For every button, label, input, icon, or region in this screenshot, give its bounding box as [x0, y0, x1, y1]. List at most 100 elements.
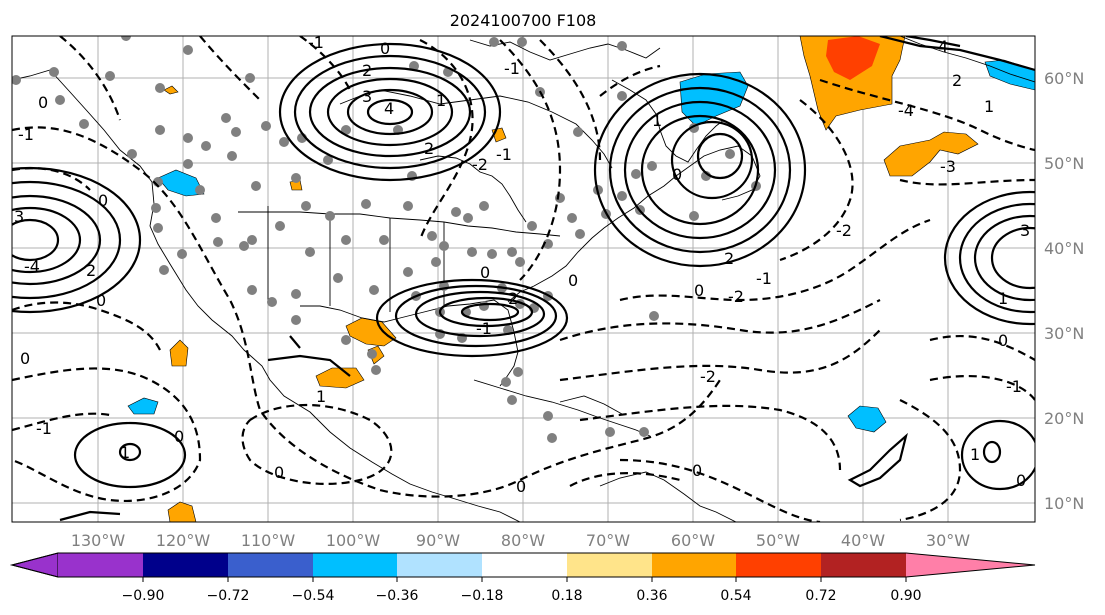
svg-text:3: 3 — [362, 87, 372, 106]
colorbar-bin — [397, 553, 482, 577]
shaded-anomalies — [127, 36, 1035, 522]
svg-text:1: 1 — [436, 91, 446, 110]
svg-text:-2: -2 — [700, 367, 716, 386]
svg-text:2: 2 — [86, 261, 96, 280]
svg-text:1: 1 — [316, 387, 326, 406]
colorbar-bin — [313, 553, 397, 577]
svg-text:2: 2 — [362, 61, 372, 80]
svg-text:0: 0 — [998, 331, 1008, 350]
svg-text:1: 1 — [970, 445, 980, 464]
svg-text:0: 0 — [380, 39, 390, 58]
svg-text:-2: -2 — [836, 221, 852, 240]
svg-text:1: 1 — [120, 443, 130, 462]
colorbar-tick: 0.36 — [636, 588, 667, 604]
colorbar-tick: 0.90 — [890, 588, 921, 604]
contour-labels: 0 -1 2 3 4 2 1 -1 -1 -2 0 2 0 -2 -1 -2 0… — [14, 33, 1030, 496]
svg-text:3: 3 — [14, 207, 24, 226]
colorbar-bin — [143, 553, 228, 577]
svg-text:0: 0 — [274, 463, 284, 482]
lon-label: 110°W — [241, 531, 296, 550]
lat-label: 10°N — [1044, 494, 1084, 513]
lon-label: 60°W — [671, 531, 715, 550]
map-content: 0 -1 2 3 4 2 1 -1 -1 -2 0 2 0 -2 -1 -2 0… — [12, 33, 1035, 522]
svg-text:2: 2 — [424, 139, 434, 158]
lon-label: 130°W — [71, 531, 126, 550]
colorbar-bin — [228, 553, 313, 577]
svg-text:0: 0 — [38, 93, 48, 112]
map-title: 2024100700 F108 — [450, 11, 597, 30]
colorbar-tick: −0.72 — [207, 588, 250, 604]
colorbar-bin — [652, 553, 736, 577]
svg-text:3: 3 — [1020, 221, 1030, 240]
lon-label: 30°W — [926, 531, 970, 550]
colorbar-tick: 0.18 — [551, 588, 582, 604]
svg-text:-1: -1 — [504, 59, 520, 78]
colorbar-tick: −0.36 — [376, 588, 419, 604]
solid-contours — [12, 36, 1035, 522]
coastlines — [12, 36, 1035, 522]
lon-label: 50°W — [756, 531, 800, 550]
svg-text:-1: -1 — [496, 145, 512, 164]
svg-text:0: 0 — [174, 427, 184, 446]
svg-text:0: 0 — [1016, 471, 1026, 490]
svg-text:0: 0 — [672, 165, 682, 184]
colorbar-bin — [58, 553, 143, 577]
svg-text:1: 1 — [984, 97, 994, 116]
svg-text:0: 0 — [98, 191, 108, 210]
svg-text:-1: -1 — [1006, 377, 1022, 396]
svg-text:-1: -1 — [18, 125, 34, 144]
longitude-labels: 130°W 120°W 110°W 100°W 90°W 80°W 70°W 6… — [71, 531, 970, 550]
svg-text:2: 2 — [952, 71, 962, 90]
lat-label: 60°N — [1044, 69, 1084, 88]
colorbar-tick: −0.54 — [292, 588, 335, 604]
lon-label: 90°W — [416, 531, 460, 550]
lat-label: 50°N — [1044, 154, 1084, 173]
colorbar-bin — [821, 553, 906, 577]
colorbar-tick: −0.90 — [122, 588, 165, 604]
lon-label: 120°W — [156, 531, 211, 550]
svg-text:-1: -1 — [36, 419, 52, 438]
colorbar-tick: 0.54 — [720, 588, 751, 604]
svg-text:4: 4 — [938, 37, 948, 56]
svg-text:0: 0 — [516, 477, 526, 496]
lat-label: 20°N — [1044, 409, 1084, 428]
svg-text:2: 2 — [508, 289, 518, 308]
lon-label: 70°W — [586, 531, 630, 550]
svg-text:0: 0 — [96, 291, 106, 310]
svg-text:1: 1 — [652, 111, 662, 130]
colorbar: −0.90 −0.72 −0.54 −0.36 −0.18 0.18 0.36 … — [10, 552, 1036, 604]
svg-text:0: 0 — [20, 349, 30, 368]
svg-text:-4: -4 — [898, 101, 914, 120]
svg-text:0: 0 — [568, 271, 578, 290]
colorbar-bin — [736, 553, 821, 577]
svg-text:-4: -4 — [24, 257, 40, 276]
colorbar-tick: 0.72 — [805, 588, 836, 604]
map-border — [11, 35, 1036, 523]
svg-text:-1: -1 — [476, 319, 492, 338]
svg-text:0: 0 — [694, 281, 704, 300]
svg-text:-3: -3 — [940, 157, 956, 176]
svg-text:-1: -1 — [756, 269, 772, 288]
latitude-labels: 60°N 50°N 40°N 30°N 20°N 10°N — [1044, 69, 1084, 513]
svg-text:2: 2 — [724, 249, 734, 268]
dashed-contours — [12, 36, 1035, 522]
lon-label: 100°W — [326, 531, 381, 550]
svg-text:4: 4 — [384, 99, 394, 118]
svg-text:-2: -2 — [472, 155, 488, 174]
colorbar-bin — [482, 553, 567, 577]
svg-text:1: 1 — [998, 289, 1008, 308]
lon-label: 40°W — [841, 531, 885, 550]
colorbar-bin — [567, 553, 652, 577]
colorbar-tick: −0.18 — [461, 588, 504, 604]
lat-label: 30°N — [1044, 324, 1084, 343]
lon-label: 80°W — [501, 531, 545, 550]
svg-text:0: 0 — [480, 263, 490, 282]
svg-text:-2: -2 — [728, 287, 744, 306]
lat-label: 40°N — [1044, 239, 1084, 258]
svg-text:-1: -1 — [308, 33, 324, 52]
colorbar-under — [10, 552, 59, 578]
station-dots — [12, 36, 761, 443]
svg-text:0: 0 — [692, 461, 702, 480]
colorbar-over — [906, 553, 1035, 577]
